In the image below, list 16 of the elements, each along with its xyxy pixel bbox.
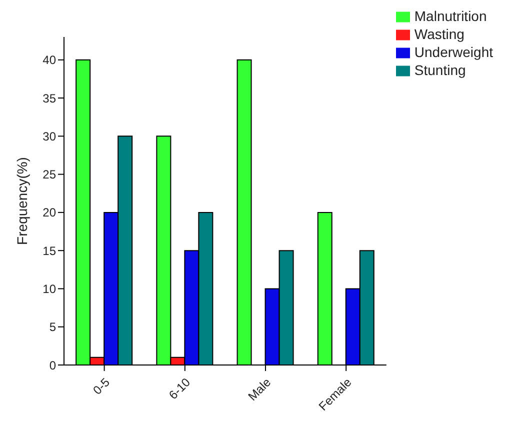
y-tick-label: 0 xyxy=(49,358,56,372)
y-tick-label: 5 xyxy=(49,320,56,334)
legend-label: Wasting xyxy=(414,26,464,42)
x-tick-label: 0-5 xyxy=(90,375,113,398)
y-tick-label: 20 xyxy=(42,206,56,220)
y-axis-title: Frequency(%) xyxy=(14,157,30,245)
legend-label: Malnutrition xyxy=(414,8,487,24)
x-tick-label: 6-10 xyxy=(166,375,194,402)
legend-label: Stunting xyxy=(414,62,466,78)
y-tick-label: 10 xyxy=(42,282,56,296)
y-tick-label: 35 xyxy=(42,91,56,106)
y-tick-label: 25 xyxy=(42,168,56,182)
y-tick-label: 40 xyxy=(42,53,56,68)
y-tick-label: 15 xyxy=(42,244,56,258)
legend-label: Underweight xyxy=(414,44,493,60)
y-tick-label: 30 xyxy=(42,129,56,144)
